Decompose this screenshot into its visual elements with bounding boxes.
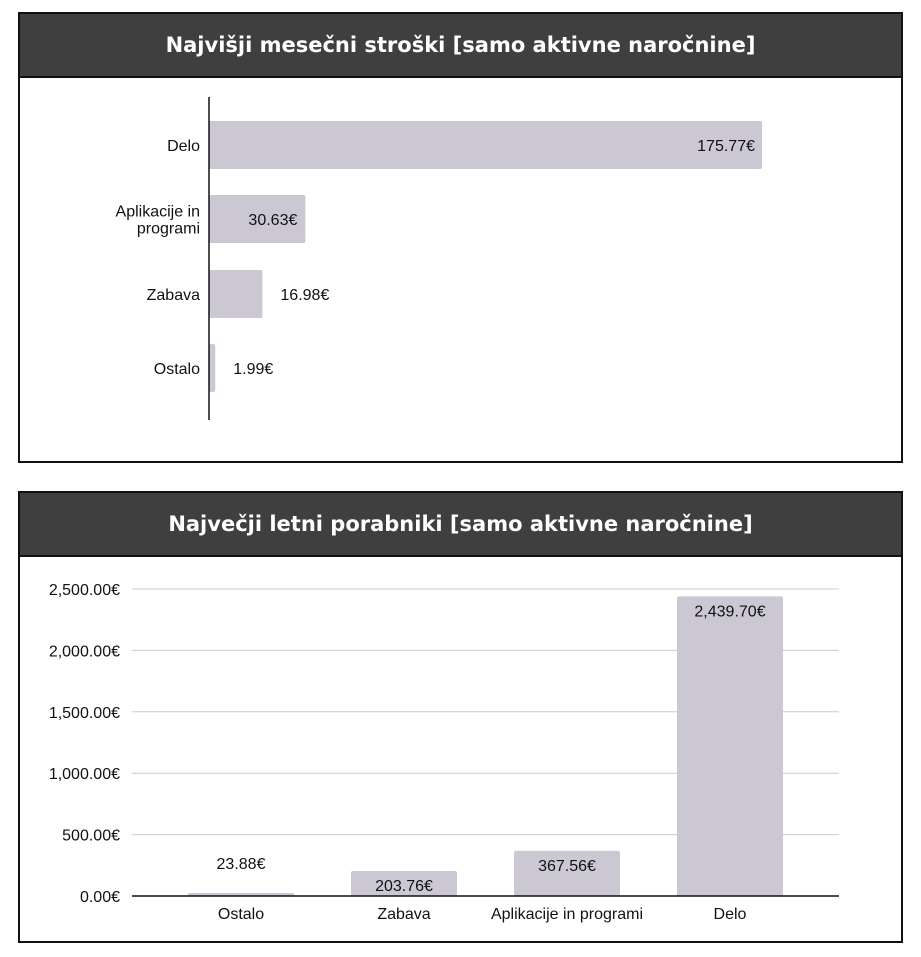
value-label-3: 2,439.70€: [694, 603, 765, 620]
monthly-costs-chart: Delo 175.77€ Aplikacije in programi 30.63€ Za…: [116, 97, 762, 420]
value-label-1: 30.63€: [248, 212, 297, 229]
value-label-1: 203.76€: [375, 878, 433, 895]
category-label-2: Aplikacije in programi: [491, 906, 643, 923]
yearly-consumers-chart: 0.00€ 500.00€ 1,000.00€ 1,500.00€ 2,000.00€ 2…: [49, 582, 839, 923]
bar-1: [351, 870, 457, 896]
y-tick-label-1: 500.00€: [62, 828, 120, 845]
category-label-2: Zabava: [147, 287, 200, 304]
value-label-3: 1.99€: [233, 361, 273, 378]
bar-2: [514, 850, 620, 896]
monthly-costs-title: Najvišji mesečni stroški [samo aktivne n…: [20, 14, 901, 78]
category-label-3: Delo: [714, 906, 747, 923]
y-tick-label-2: 1,000.00€: [49, 766, 120, 783]
bar-3: [209, 344, 216, 392]
bar-3: [677, 596, 783, 896]
category-label-0: Ostalo: [218, 906, 264, 923]
y-tick-label-3: 1,500.00€: [49, 705, 120, 722]
category-label-1: Zabava: [377, 906, 430, 923]
y-tick-label-0: 0.00€: [80, 889, 120, 906]
value-label-2: 367.56€: [538, 858, 596, 875]
yearly-consumers-card: Največji letni porabniki [samo aktivne n…: [18, 491, 903, 943]
value-label-0: 175.77€: [697, 138, 755, 155]
bar-1: [209, 195, 306, 243]
value-label-0: 23.88€: [217, 856, 266, 873]
category-label-0: Delo: [167, 138, 200, 155]
bar-2: [209, 270, 263, 318]
bar-0: [209, 121, 762, 169]
category-label-1: Aplikacije in programi: [116, 204, 200, 238]
yearly-consumers-title: Največji letni porabniki [samo aktivne n…: [20, 493, 901, 557]
value-label-2: 16.98€: [280, 287, 329, 304]
category-label-3: Ostalo: [154, 361, 200, 378]
y-tick-label-5: 2,500.00€: [49, 582, 120, 599]
monthly-costs-card: Najvišji mesečni stroški [samo aktivne n…: [18, 12, 903, 463]
y-tick-label-4: 2,000.00€: [49, 643, 120, 660]
